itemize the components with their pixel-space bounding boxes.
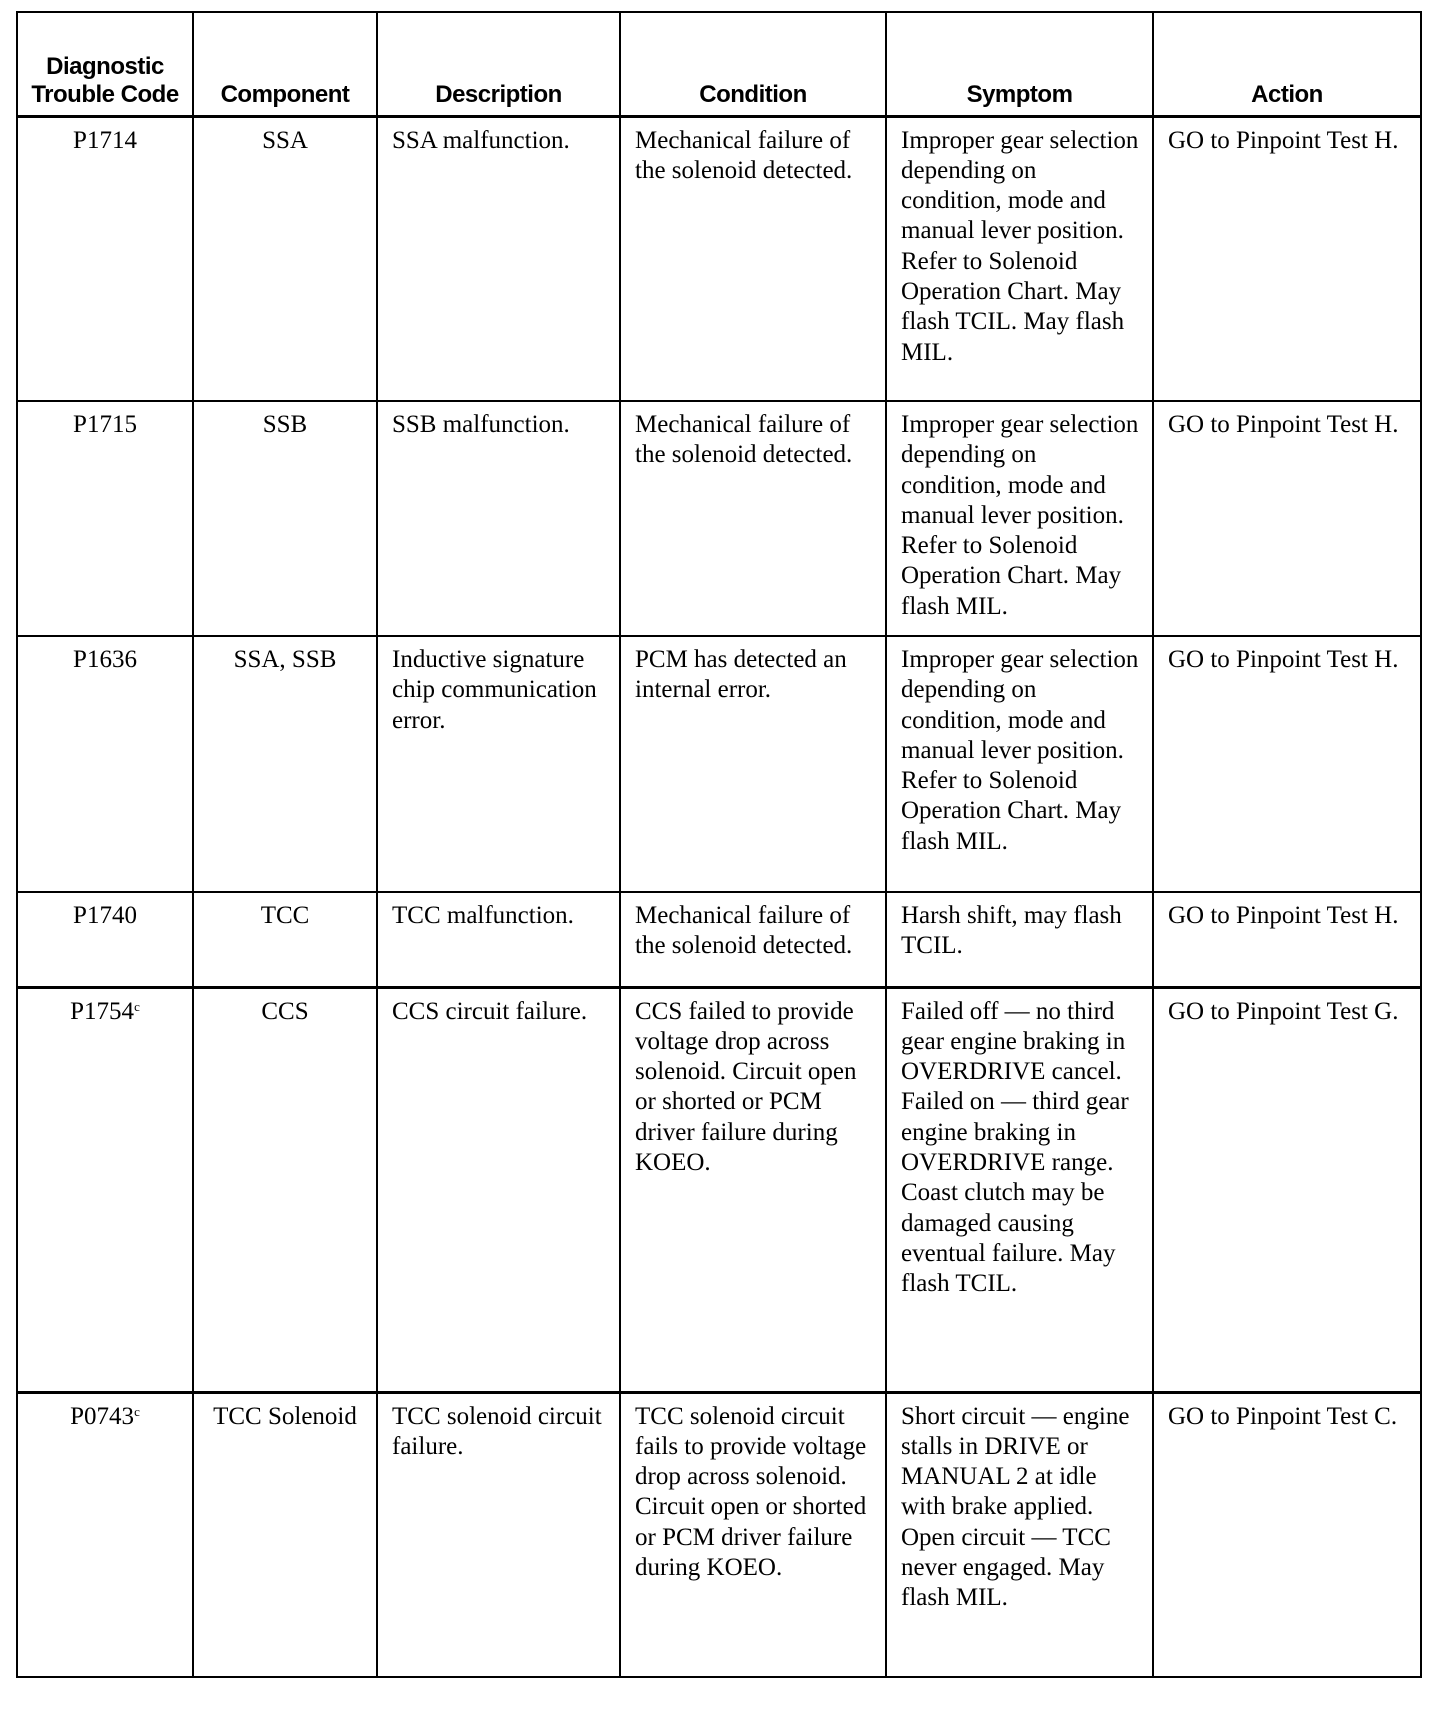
- description-cell: SSA malfunction.: [376, 115, 621, 402]
- description-cell: CCS circuit failure.: [376, 985, 621, 1393]
- condition-cell-text: PCM has detected an internal error.: [635, 646, 847, 704]
- action-cell-text: GO to Pinpoint Test H.: [1168, 646, 1399, 673]
- header-action: Action: [1152, 11, 1422, 117]
- description-cell-text: CCS circuit failure.: [392, 997, 588, 1025]
- dtc-cell-text: P1714: [73, 126, 137, 154]
- symptom-cell-text: Improper gear selection depending on con…: [901, 646, 1139, 855]
- condition-cell: CCS failed to provide voltage drop acros…: [619, 985, 887, 1393]
- condition-cell-text: Mechanical failure of the solenoid detec…: [635, 411, 853, 469]
- action-cell: GO to Pinpoint Test G.: [1152, 985, 1422, 1393]
- table-body: P1714 SSA SSA malfunction. Mechanical failu…: [16, 115, 1422, 1678]
- component-cell: TCC Solenoid: [192, 1390, 378, 1678]
- table-header: Diagnostic Trouble Code Component Descri…: [16, 11, 1422, 117]
- dtc-cell: P0743c: [16, 1390, 194, 1678]
- action-cell-text: GO to Pinpoint Test G.: [1168, 997, 1399, 1025]
- table-row: P1636 SSA, SSB Inductive signature chip co…: [16, 635, 1422, 893]
- dtc-cell-text: P1715: [73, 411, 137, 438]
- component-cell-text: TCC Solenoid: [213, 1402, 357, 1430]
- condition-cell-text: Mechanical failure of the solenoid detec…: [635, 902, 853, 960]
- condition-cell-text: TCC solenoid circuit fails to provide vo…: [635, 1402, 867, 1581]
- symptom-cell: Harsh shift, may flash TCIL.: [885, 891, 1154, 988]
- table-row: P0743c TCC Solenoid TCC solenoid circuit f…: [16, 1390, 1422, 1678]
- header-symptom: Symptom: [885, 11, 1154, 117]
- symptom-cell: Failed off — no third gear engine brakin…: [885, 985, 1154, 1393]
- dtc-cell-text: P1754: [70, 997, 135, 1025]
- description-cell-text: SSA malfunction.: [392, 126, 570, 154]
- action-cell: GO to Pinpoint Test H.: [1152, 115, 1422, 402]
- table-row: P1714 SSA SSA malfunction. Mechanical failu…: [16, 115, 1422, 402]
- component-cell: SSA, SSB: [192, 635, 378, 893]
- symptom-cell: Improper gear selection depending on con…: [885, 400, 1154, 637]
- symptom-cell: Improper gear selection depending on con…: [885, 635, 1154, 893]
- condition-cell-text: Mechanical failure of the solenoid detec…: [635, 126, 853, 184]
- dtc-cell-text: P1636: [73, 646, 137, 673]
- component-cell: SSB: [192, 400, 378, 637]
- description-cell: TCC solenoid circuit failure.: [376, 1390, 621, 1678]
- condition-cell: TCC solenoid circuit fails to provide vo…: [619, 1390, 887, 1678]
- component-cell-text: CCS: [261, 997, 309, 1025]
- description-cell-text: TCC solenoid circuit failure.: [392, 1402, 602, 1460]
- dtc-cell: P1715: [16, 400, 194, 637]
- symptom-cell: Improper gear selection depending on con…: [885, 115, 1154, 402]
- action-cell: GO to Pinpoint Test C.: [1152, 1390, 1422, 1678]
- description-cell-text: TCC malfunction.: [392, 902, 574, 929]
- action-cell: GO to Pinpoint Test H.: [1152, 635, 1422, 893]
- dtc-cell-text: P0743: [70, 1402, 135, 1430]
- dtc-cell: P1754c: [16, 985, 194, 1393]
- symptom-cell-text: Harsh shift, may flash TCIL.: [901, 902, 1122, 960]
- component-cell-text: TCC: [260, 902, 310, 929]
- condition-cell: Mechanical failure of the solenoid detec…: [619, 891, 887, 988]
- table-row: P1715 SSB SSB malfunction. Mechanical failu…: [16, 400, 1422, 637]
- footnote-marker: c: [134, 998, 140, 1014]
- condition-cell: Mechanical failure of the solenoid detec…: [619, 400, 887, 637]
- header-component: Component: [192, 11, 378, 117]
- symptom-cell-text: Improper gear selection depending on con…: [901, 411, 1139, 620]
- table-row: P1754c CCS CCS circuit failure. CCS failed …: [16, 985, 1422, 1393]
- table-row: P1740 TCC TCC malfunction. Mechanical failu…: [16, 891, 1422, 988]
- condition-cell: Mechanical failure of the solenoid detec…: [619, 115, 887, 402]
- dtc-cell: P1636: [16, 635, 194, 893]
- dtc-cell: P1740: [16, 891, 194, 988]
- symptom-cell-text: Improper gear selection depending on con…: [901, 126, 1139, 366]
- symptom-cell: Short circuit — engine stalls in DRIVE o…: [885, 1390, 1154, 1678]
- description-cell-text: Inductive signature chip communication e…: [392, 646, 597, 734]
- description-cell: TCC malfunction.: [376, 891, 621, 988]
- footnote-marker: c: [134, 1403, 140, 1419]
- description-cell-text: SSB malfunction.: [392, 411, 570, 438]
- description-cell: SSB malfunction.: [376, 400, 621, 637]
- header-condition: Condition: [619, 11, 887, 117]
- action-cell-text: GO to Pinpoint Test H.: [1168, 902, 1399, 929]
- header-dtc: Diagnostic Trouble Code: [16, 11, 194, 117]
- condition-cell-text: CCS failed to provide voltage drop acros…: [635, 997, 857, 1176]
- component-cell: TCC: [192, 891, 378, 988]
- action-cell-text: GO to Pinpoint Test H.: [1168, 126, 1399, 154]
- component-cell-text: SSA: [262, 126, 308, 154]
- component-cell-text: SSB: [262, 411, 308, 438]
- condition-cell: PCM has detected an internal error.: [619, 635, 887, 893]
- component-cell-text: SSA, SSB: [233, 646, 337, 673]
- action-cell: GO to Pinpoint Test H.: [1152, 400, 1422, 637]
- header-description: Description: [376, 11, 621, 117]
- dtc-cell: P1714: [16, 115, 194, 402]
- component-cell: CCS: [192, 985, 378, 1393]
- action-cell-text: GO to Pinpoint Test C.: [1168, 1402, 1398, 1430]
- dtc-table: Diagnostic Trouble Code Component Descri…: [16, 11, 1422, 1678]
- description-cell: Inductive signature chip communication e…: [376, 635, 621, 893]
- action-cell-text: GO to Pinpoint Test H.: [1168, 411, 1399, 438]
- action-cell: GO to Pinpoint Test H.: [1152, 891, 1422, 988]
- component-cell: SSA: [192, 115, 378, 402]
- symptom-cell-text: Short circuit — engine stalls in DRIVE o…: [901, 1402, 1130, 1612]
- dtc-cell-text: P1740: [73, 902, 137, 929]
- symptom-cell-text: Failed off — no third gear engine brakin…: [901, 997, 1129, 1298]
